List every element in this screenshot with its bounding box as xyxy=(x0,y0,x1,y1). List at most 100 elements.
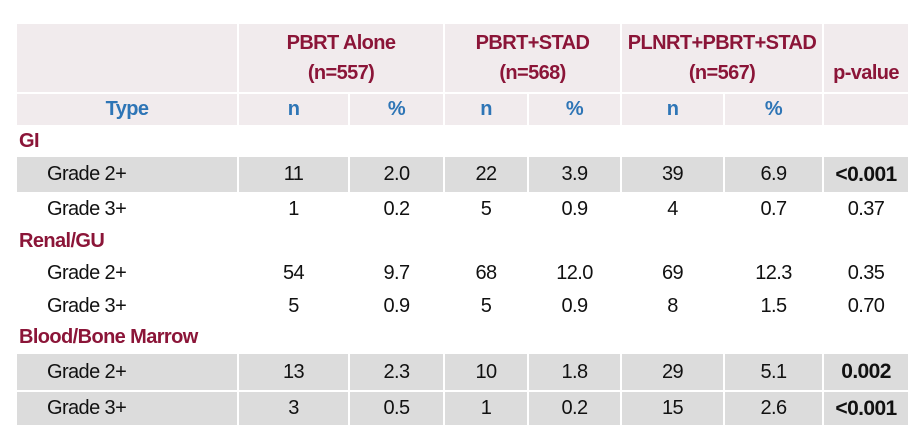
table-row: Renal/GU xyxy=(15,225,911,257)
value-cell: 9.7 xyxy=(347,255,446,292)
value-cell: 6.9 xyxy=(723,155,825,194)
type-header: Type xyxy=(15,92,239,127)
group-count: (n=568) xyxy=(499,62,566,84)
empty-cell xyxy=(723,225,825,257)
row-label: Grade 2+ xyxy=(15,352,239,392)
empty-cell xyxy=(527,225,623,257)
sub-header: % xyxy=(723,92,825,127)
toxicity-table: PBRT Alone (n=557) PBRT+STAD (n=568) PLNRT+P… xyxy=(15,22,911,427)
value-cell: 0.9 xyxy=(527,192,623,227)
p-value: 0.37 xyxy=(822,192,911,227)
section-header: GI xyxy=(15,125,239,157)
table-row: GI xyxy=(15,125,911,157)
table-row: Grade 2+ 11 2.0 22 3.9 39 6.9 <0.001 xyxy=(15,155,911,194)
sub-header: % xyxy=(527,92,623,127)
empty-cell xyxy=(15,22,239,94)
value-cell: 54 xyxy=(237,255,350,292)
empty-cell xyxy=(347,225,446,257)
empty-cell xyxy=(620,225,726,257)
value-cell: 0.7 xyxy=(723,192,825,227)
row-label: Grade 3+ xyxy=(15,192,239,227)
table-body: PBRT Alone (n=557) PBRT+STAD (n=568) PLNRT+P… xyxy=(15,22,911,427)
table-row: Type n% n% n% xyxy=(15,92,911,127)
value-cell: 22 xyxy=(443,155,530,194)
value-cell: 1.5 xyxy=(723,290,825,322)
table-row: Grade 3+ 5 0.9 5 0.9 8 1.5 0.70 xyxy=(15,290,911,322)
value-cell: 0.9 xyxy=(527,290,623,322)
section-header: Renal/GU xyxy=(15,225,239,257)
group-count: (n=567) xyxy=(688,62,756,84)
value-cell: 5 xyxy=(443,192,530,227)
value-cell: 3 xyxy=(237,390,350,427)
value-cell: 2.3 xyxy=(347,352,446,392)
value-cell: 5 xyxy=(443,290,530,322)
value-cell: 68 xyxy=(443,255,530,292)
empty-cell xyxy=(620,125,726,157)
value-cell: 39 xyxy=(620,155,726,194)
row-label: Grade 2+ xyxy=(15,155,239,194)
empty-cell xyxy=(237,225,350,257)
value-cell: 1 xyxy=(237,192,350,227)
group-name: PLNRT+PBRT+STAD xyxy=(627,32,817,54)
empty-cell xyxy=(443,320,530,354)
empty-cell xyxy=(443,125,530,157)
sub-header: n xyxy=(237,92,350,127)
value-cell: 0.5 xyxy=(347,390,446,427)
value-cell: 0.9 xyxy=(347,290,446,322)
sub-header: n xyxy=(620,92,726,127)
value-cell: 12.0 xyxy=(527,255,623,292)
row-label: Grade 3+ xyxy=(15,390,239,427)
value-cell: 13 xyxy=(237,352,350,392)
value-cell: 0.2 xyxy=(527,390,623,427)
empty-cell xyxy=(723,320,825,354)
p-value: <0.001 xyxy=(822,390,911,427)
value-cell: 69 xyxy=(620,255,726,292)
empty-cell xyxy=(822,320,911,354)
value-cell: 2.0 xyxy=(347,155,446,194)
p-value: 0.70 xyxy=(822,290,911,322)
group-header: PLNRT+PBRT+STAD (n=567) xyxy=(620,22,825,94)
value-cell: 4 xyxy=(620,192,726,227)
sub-header: % xyxy=(347,92,446,127)
value-cell: 29 xyxy=(620,352,726,392)
p-value-header: p-value xyxy=(822,22,911,94)
group-name: PBRT+STAD xyxy=(475,32,590,54)
p-value: <0.001 xyxy=(822,155,911,194)
value-cell: 8 xyxy=(620,290,726,322)
table-row: Grade 2+ 54 9.7 68 12.0 69 12.3 0.35 xyxy=(15,255,911,292)
table-row: Grade 2+ 13 2.3 10 1.8 29 5.1 0.002 xyxy=(15,352,911,392)
p-value: 0.002 xyxy=(822,352,911,392)
p-value: 0.35 xyxy=(822,255,911,292)
empty-cell xyxy=(620,320,726,354)
table-row: Grade 3+ 3 0.5 1 0.2 15 2.6 <0.001 xyxy=(15,390,911,427)
row-label: Grade 3+ xyxy=(15,290,239,322)
value-cell: 1 xyxy=(443,390,530,427)
empty-cell xyxy=(822,92,911,127)
value-cell: 3.9 xyxy=(527,155,623,194)
empty-cell xyxy=(347,125,446,157)
value-cell: 10 xyxy=(443,352,530,392)
value-cell: 11 xyxy=(237,155,350,194)
sub-header: n xyxy=(443,92,530,127)
empty-cell xyxy=(822,125,911,157)
group-header: PBRT Alone (n=557) xyxy=(236,22,446,94)
table-row: Blood/Bone Marrow xyxy=(15,320,911,354)
value-cell: 0.2 xyxy=(347,192,446,227)
empty-cell xyxy=(723,125,825,157)
group-name: PBRT Alone xyxy=(286,32,396,54)
row-label: Grade 2+ xyxy=(15,255,239,292)
table-row: PBRT Alone (n=557) PBRT+STAD (n=568) PLNRT+P… xyxy=(15,22,911,94)
section-header: Blood/Bone Marrow xyxy=(15,320,239,354)
group-count: (n=557) xyxy=(307,62,375,84)
empty-cell xyxy=(527,320,623,354)
value-cell: 15 xyxy=(620,390,726,427)
empty-cell xyxy=(347,320,446,354)
empty-cell xyxy=(237,125,350,157)
value-cell: 2.6 xyxy=(723,390,825,427)
value-cell: 5.1 xyxy=(723,352,825,392)
value-cell: 1.8 xyxy=(527,352,623,392)
empty-cell xyxy=(237,320,350,354)
table-row: Grade 3+ 1 0.2 5 0.9 4 0.7 0.37 xyxy=(15,192,911,227)
value-cell: 5 xyxy=(237,290,350,322)
